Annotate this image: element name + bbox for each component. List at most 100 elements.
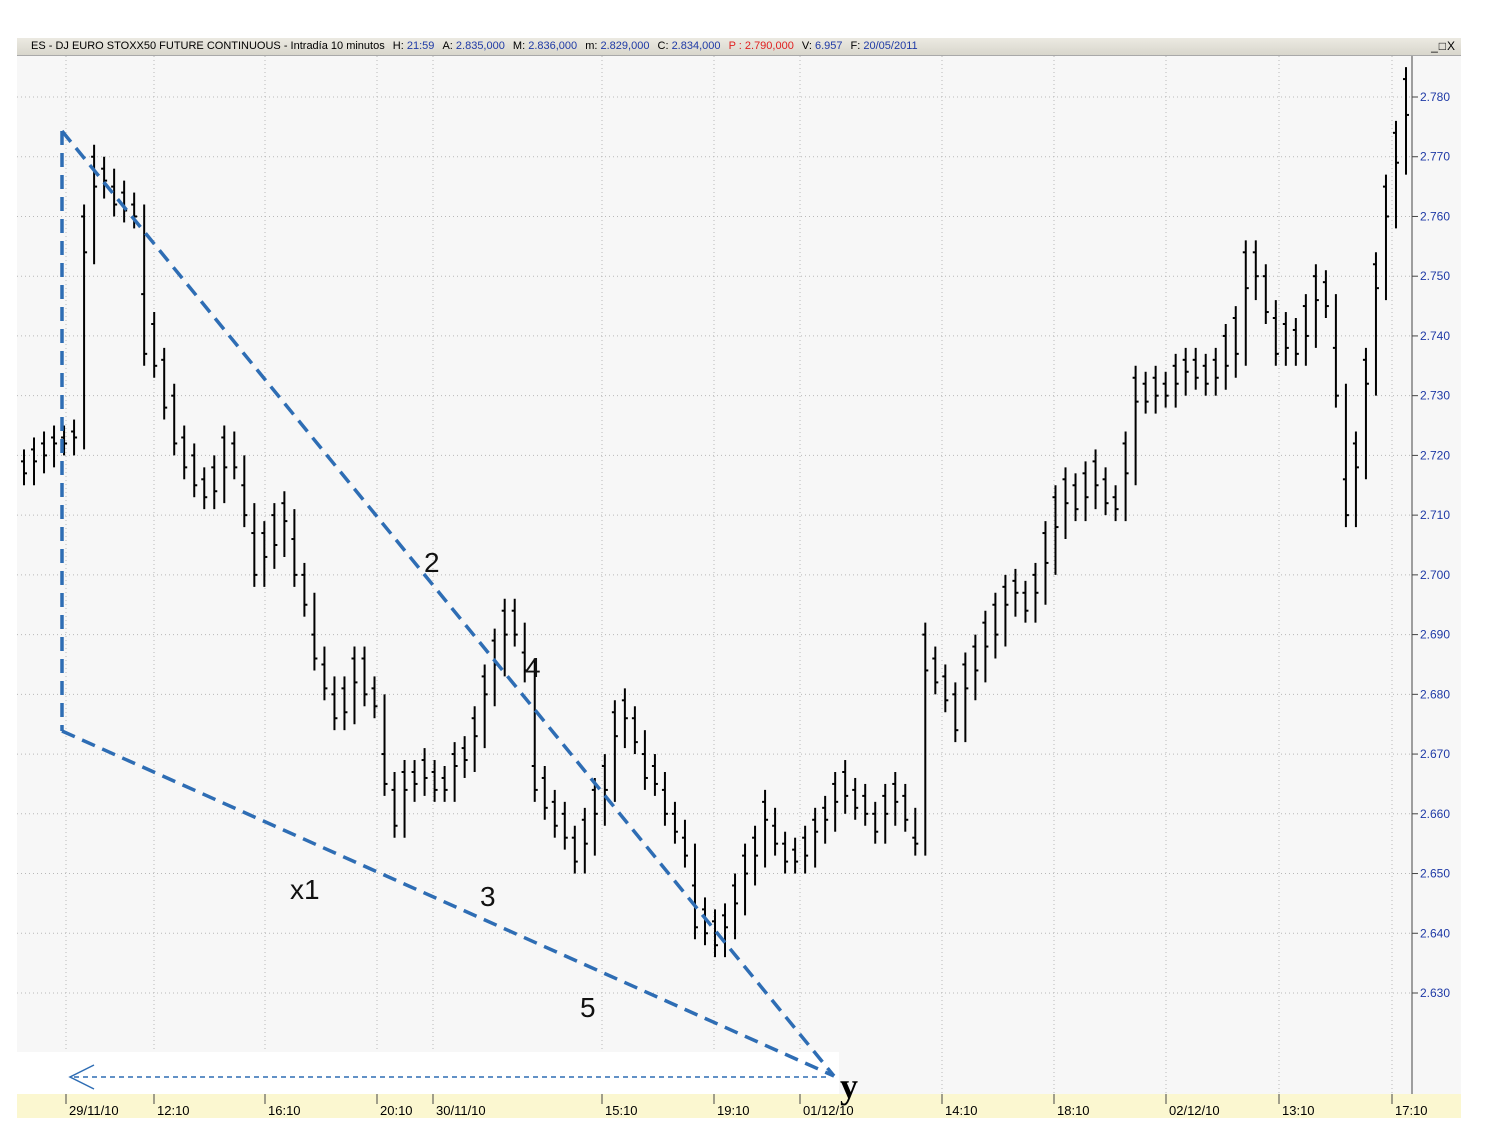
ohlc-bar bbox=[1002, 574, 1009, 647]
ohlc-bar bbox=[1032, 562, 1039, 623]
ohlc-bar bbox=[772, 807, 779, 856]
time-axis-strip bbox=[17, 1094, 1461, 1118]
ohlc-bar bbox=[441, 766, 448, 802]
ohlc-bar bbox=[832, 771, 839, 832]
ohlc-bar bbox=[1362, 347, 1369, 480]
wave-label-2: 2 bbox=[424, 547, 440, 578]
ohlc-bar bbox=[351, 646, 358, 725]
ohlc-bar bbox=[581, 807, 588, 874]
ohlc-bar bbox=[451, 742, 458, 802]
wave-label-x1: x1 bbox=[290, 874, 320, 905]
ohlc-bar bbox=[752, 825, 759, 886]
ohlc-bar bbox=[241, 455, 248, 528]
ohlc-bar bbox=[1182, 347, 1189, 396]
ohlc-bar bbox=[401, 760, 408, 838]
chart-plot-area bbox=[17, 56, 1461, 1096]
y-tick-label: 2.650 bbox=[1420, 867, 1450, 881]
ohlc-bar bbox=[1072, 473, 1079, 522]
y-tick-label: 2.630 bbox=[1420, 986, 1450, 1000]
y-tick-label: 2.720 bbox=[1420, 448, 1450, 462]
ohlc-bar bbox=[501, 598, 508, 677]
ohlc-bar bbox=[321, 646, 328, 701]
ohlc-bar bbox=[491, 628, 498, 707]
ohlc-bar bbox=[121, 180, 128, 223]
pattern-lines bbox=[60, 129, 836, 1078]
ohlc-bar bbox=[982, 610, 989, 683]
min-label: m: bbox=[585, 40, 598, 52]
ohlc-bar bbox=[1172, 353, 1179, 408]
ohlc-bar bbox=[1202, 353, 1209, 396]
x-tick-label: 12:10 bbox=[157, 1103, 190, 1118]
ohlc-bar bbox=[561, 801, 568, 850]
ohlc-bar bbox=[261, 521, 268, 587]
x-tick-label: 30/11/10 bbox=[436, 1103, 486, 1118]
x-tick-label: 14:10 bbox=[945, 1103, 978, 1118]
ohlc-bar bbox=[521, 622, 528, 683]
ohlc-bar bbox=[1403, 67, 1409, 175]
y-tick-label: 2.670 bbox=[1420, 747, 1450, 761]
x-tick-label: 13:10 bbox=[1282, 1103, 1315, 1118]
lower-trendline bbox=[61, 729, 835, 1078]
ohlc-bar bbox=[161, 347, 168, 420]
ohlc-bar bbox=[862, 783, 869, 826]
x-tick-label: 17:10 bbox=[1395, 1103, 1428, 1118]
ohlc-bar bbox=[661, 771, 668, 826]
ohlc-bar bbox=[141, 204, 148, 366]
ohlc-bar bbox=[1152, 365, 1159, 414]
ohlc-bar bbox=[61, 425, 68, 456]
ohlc-bar bbox=[171, 383, 178, 456]
x-tick-label: 15:10 bbox=[605, 1103, 638, 1118]
window-control-buttons[interactable]: _□X bbox=[1431, 39, 1456, 53]
ohlc-bar bbox=[591, 777, 598, 856]
y-tick-label: 2.770 bbox=[1420, 150, 1450, 164]
ohlc-bar bbox=[1312, 264, 1319, 348]
ohlc-bar bbox=[902, 783, 909, 832]
ohlc-bar bbox=[852, 777, 859, 820]
ohlc-bar bbox=[81, 204, 88, 450]
ohlc-bar bbox=[291, 509, 298, 587]
ohlc-bar bbox=[952, 682, 959, 743]
ohlc-bar bbox=[391, 771, 398, 838]
y-tick-label: 2.780 bbox=[1420, 90, 1450, 104]
ohlc-bar bbox=[782, 831, 789, 874]
ohlc-bar bbox=[671, 801, 678, 844]
projection-arrow-head-icon bbox=[68, 1064, 95, 1090]
ohlc-bar bbox=[1232, 306, 1239, 378]
x-tick-label: 02/12/10 bbox=[1169, 1103, 1220, 1118]
ohlc-bar bbox=[732, 873, 739, 940]
ohlc-bars bbox=[21, 67, 1409, 958]
ohlc-bar bbox=[792, 837, 799, 874]
p-value: 2.790,000 bbox=[744, 40, 794, 52]
projection-arrow bbox=[68, 1064, 826, 1090]
m-label: M: bbox=[512, 40, 526, 52]
y-tick-label: 2.640 bbox=[1420, 926, 1450, 940]
ohlc-bar bbox=[571, 825, 578, 874]
ohlc-bar bbox=[301, 562, 308, 617]
y-tick-label: 2.660 bbox=[1420, 807, 1450, 821]
ohlc-bar bbox=[101, 156, 108, 199]
ohlc-bar bbox=[1382, 174, 1389, 301]
ohlc-bar bbox=[621, 688, 628, 749]
h-value: 21:59 bbox=[406, 40, 435, 52]
ohlc-bar bbox=[1302, 294, 1309, 366]
ohlc-bar bbox=[381, 694, 388, 796]
wave-label-3: 3 bbox=[480, 881, 496, 912]
ohlc-bar bbox=[231, 431, 238, 480]
ohlc-bar bbox=[1212, 347, 1219, 396]
x-tick-label: 20:10 bbox=[380, 1103, 413, 1118]
ohlc-bar bbox=[681, 819, 688, 868]
ohlc-bar bbox=[942, 664, 949, 713]
y-tick-label: 2.690 bbox=[1420, 628, 1450, 642]
c-label: C: bbox=[657, 40, 669, 52]
ohlc-bar bbox=[1222, 323, 1229, 390]
ohlc-bar bbox=[1112, 485, 1119, 522]
h-label: H: bbox=[392, 40, 404, 52]
ohlc-bar bbox=[912, 807, 919, 856]
y-tick-label: 2.730 bbox=[1420, 389, 1450, 403]
upper-trendline bbox=[60, 129, 836, 1078]
ohlc-bar bbox=[511, 598, 518, 647]
ohlc-bar bbox=[51, 425, 58, 468]
ohlc-bar bbox=[932, 646, 939, 695]
ohlc-bar bbox=[962, 652, 969, 743]
